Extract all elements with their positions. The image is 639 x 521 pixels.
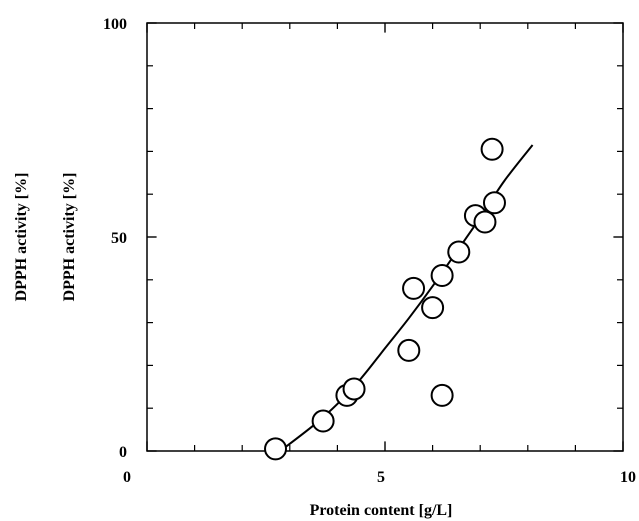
y-tick-label-100: 100 bbox=[103, 16, 127, 33]
data-point bbox=[421, 296, 445, 320]
data-points bbox=[264, 137, 506, 461]
data-point bbox=[402, 276, 426, 300]
plot-frame bbox=[146, 22, 624, 452]
data-point bbox=[311, 409, 335, 433]
data-point bbox=[264, 437, 288, 461]
axis-ticks bbox=[146, 22, 624, 452]
x-axis-title: Protein content [g/L] bbox=[310, 502, 453, 519]
data-point bbox=[430, 264, 454, 288]
data-point bbox=[447, 240, 471, 264]
data-point bbox=[342, 377, 366, 401]
x-tick-label-10: 10 bbox=[620, 469, 636, 486]
fit-curve-layer bbox=[279, 144, 534, 452]
x-tick-label-5: 5 bbox=[377, 469, 385, 486]
data-point bbox=[473, 210, 497, 234]
y-tick-label-50: 50 bbox=[111, 230, 127, 247]
y-axis-title: DPPH activity [%] bbox=[61, 173, 78, 302]
data-point bbox=[480, 137, 504, 161]
y-tick-label-0: 0 bbox=[119, 444, 127, 461]
fit-curve bbox=[279, 144, 534, 452]
data-point bbox=[430, 383, 454, 407]
data-point bbox=[482, 191, 506, 215]
data-point bbox=[397, 338, 421, 362]
x-tick-label-0: 0 bbox=[123, 469, 131, 486]
y-axis-title-outer: DPPH activity [%] bbox=[13, 173, 30, 302]
